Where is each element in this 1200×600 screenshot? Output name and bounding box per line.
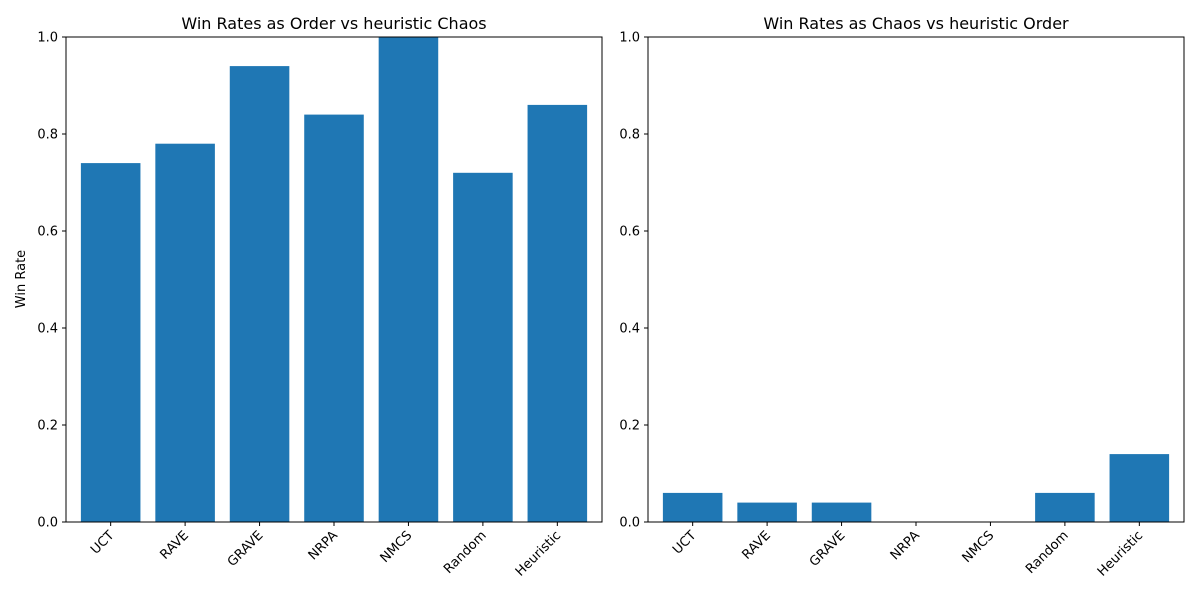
chart-left-xtick-label-uct: UCT [88,528,117,557]
chart-right-xtick-label-rave: RAVE [740,528,774,562]
chart-left: Win Rates as Order vs heuristic Chaos Wi… [14,14,603,580]
chart-left-xticks: UCT RAVE GRAVE NRPA NMCS Random Heuristic [88,522,564,580]
chart-right-ytick-label: 1.0 [619,31,640,46]
chart-left-xtick-label-grave: GRAVE [225,528,267,570]
chart-left-xtick-label-nmcs: NMCS [378,528,416,566]
chart-left-title: Win Rates as Order vs heuristic Chaos [181,14,486,33]
chart-right-bar-random [1035,492,1095,522]
chart-right-xtick-label-nmcs: NMCS [960,528,998,566]
chart-left-bar-random [453,172,513,523]
chart-left-ytick-label: 0.0 [37,516,58,531]
chart-left-xtick-label-random: Random [441,528,490,577]
chart-left-bar-rave [155,143,215,522]
chart-right-xtick-label-random: Random [1023,528,1072,577]
chart-left-xtick-label-heuristic: Heuristic [513,528,564,579]
chart-right-frame [647,36,1185,523]
chart-right-bar-heuristic [1109,454,1170,522]
chart-left-ytick-label: 0.2 [37,419,58,434]
chart-left-bar-uct [80,163,141,522]
chart-right-ytick-label: 0.4 [619,322,640,337]
chart-left-ylabel: Win Rate [14,250,29,308]
chart-left-bar-grave [229,66,290,522]
chart-left-xtick-label-rave: RAVE [158,528,192,562]
chart-left-ytick-label: 0.6 [37,225,58,240]
chart-right-yticks: 0.0 0.2 0.4 0.6 0.8 1.0 [619,31,648,531]
chart-left-bar-nrpa [304,114,364,522]
chart-left-ytick-label: 1.0 [37,31,58,46]
chart-right-xtick-label-nrpa: NRPA [888,528,923,563]
chart-right: Win Rates as Chaos vs heuristic Order 0.… [619,14,1185,580]
chart-right-xtick-label-grave: GRAVE [807,528,849,570]
chart-right-title: Win Rates as Chaos vs heuristic Order [763,14,1069,33]
chart-right-bar-grave [811,502,872,522]
chart-left-xtick-label-nrpa: NRPA [306,528,341,563]
chart-right-ytick-label: 0.8 [619,128,640,143]
chart-right-ytick-label: 0.2 [619,419,640,434]
chart-left-bars [80,37,588,523]
chart-right-xtick-label-heuristic: Heuristic [1095,528,1146,579]
chart-right-xtick-label-uct: UCT [670,528,699,557]
chart-right-xticks: UCT RAVE GRAVE NRPA NMCS Random Heuristic [670,522,1146,580]
chart-right-ytick-label: 0.6 [619,225,640,240]
chart-left-frame [65,36,603,523]
chart-left-ytick-label: 0.8 [37,128,58,143]
chart-left-yticks: 0.0 0.2 0.4 0.6 0.8 1.0 [37,31,66,531]
chart-left-bar-nmcs [378,37,439,522]
chart-right-ytick-label: 0.0 [619,516,640,531]
chart-right-bars [662,454,1170,522]
chart-right-bar-rave [737,502,797,522]
chart-left-ytick-label: 0.4 [37,322,58,337]
chart-left-bar-heuristic [527,104,588,523]
chart-right-bar-uct [662,492,723,522]
